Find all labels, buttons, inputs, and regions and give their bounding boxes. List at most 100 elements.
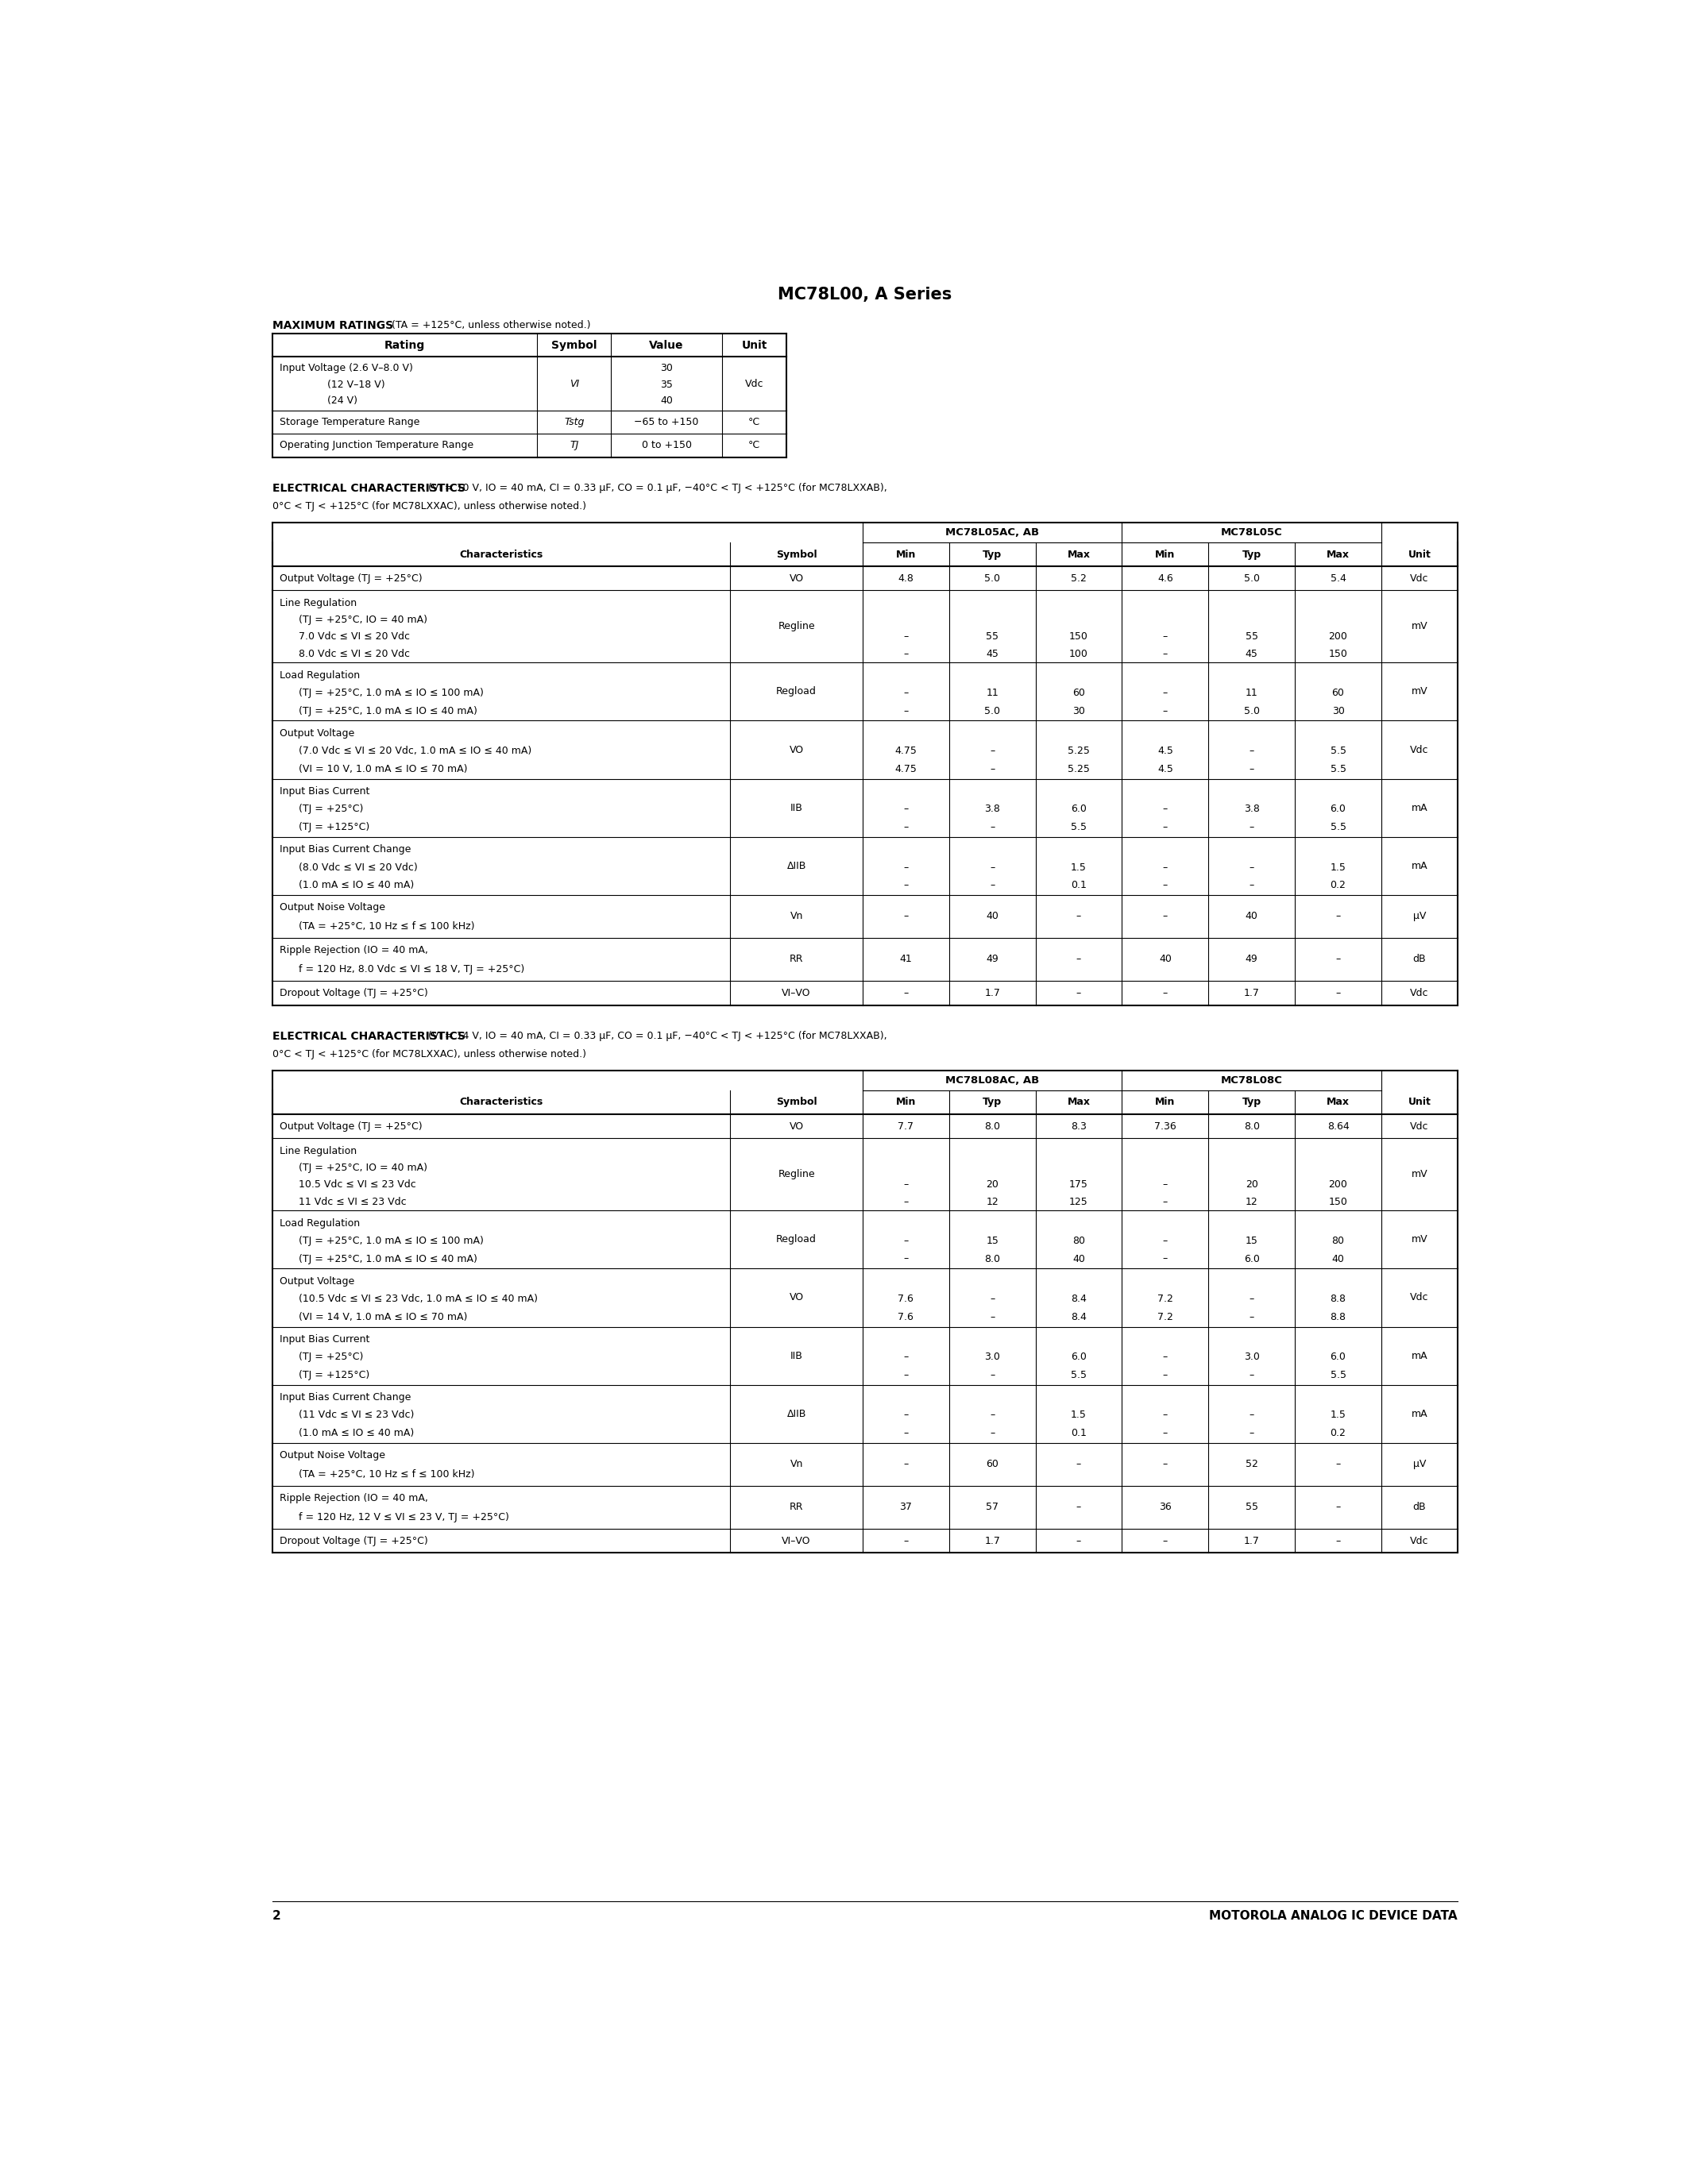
Text: 200: 200: [1328, 1179, 1347, 1190]
Text: (24 V): (24 V): [299, 395, 358, 406]
Text: 80: 80: [1332, 1236, 1344, 1247]
Text: 3.0: 3.0: [984, 1352, 1001, 1363]
Text: 5.25: 5.25: [1067, 764, 1090, 773]
Text: 5.5: 5.5: [1330, 821, 1345, 832]
Text: –: –: [903, 1254, 908, 1265]
Text: 8.0 Vdc ≤ VI ≤ 20 Vdc: 8.0 Vdc ≤ VI ≤ 20 Vdc: [292, 649, 410, 660]
Text: 40: 40: [1072, 1254, 1085, 1265]
Text: –: –: [1163, 1254, 1168, 1265]
Text: (TA = +125°C, unless otherwise noted.): (TA = +125°C, unless otherwise noted.): [388, 321, 591, 330]
Text: 1.7: 1.7: [984, 987, 1001, 998]
Text: –: –: [903, 863, 908, 871]
Text: Load Regulation: Load Regulation: [280, 670, 360, 679]
Text: Min: Min: [896, 1096, 917, 1107]
Text: Vdc: Vdc: [1409, 1293, 1428, 1304]
Text: (1.0 mA ≤ IO ≤ 40 mA): (1.0 mA ≤ IO ≤ 40 mA): [292, 1428, 414, 1439]
Text: (8.0 Vdc ≤ VI ≤ 20 Vdc): (8.0 Vdc ≤ VI ≤ 20 Vdc): [292, 863, 417, 871]
Text: (11 Vdc ≤ VI ≤ 23 Vdc): (11 Vdc ≤ VI ≤ 23 Vdc): [292, 1411, 414, 1420]
Text: –: –: [989, 1369, 994, 1380]
Text: –: –: [1163, 987, 1168, 998]
Text: –: –: [989, 747, 994, 756]
Text: 7.36: 7.36: [1155, 1120, 1177, 1131]
Text: 37: 37: [900, 1503, 912, 1511]
Text: μV: μV: [1413, 911, 1426, 922]
Text: –: –: [1163, 705, 1168, 716]
Text: f = 120 Hz, 8.0 Vdc ≤ VI ≤ 18 V, TJ = +25°C): f = 120 Hz, 8.0 Vdc ≤ VI ≤ 18 V, TJ = +2…: [292, 963, 525, 974]
Text: –: –: [1335, 1459, 1340, 1470]
Text: (10.5 Vdc ≤ VI ≤ 23 Vdc, 1.0 mA ≤ IO ≤ 40 mA): (10.5 Vdc ≤ VI ≤ 23 Vdc, 1.0 mA ≤ IO ≤ 4…: [292, 1293, 538, 1304]
Text: ΔIIB: ΔIIB: [787, 860, 807, 871]
Text: RR: RR: [790, 954, 803, 965]
Text: 49: 49: [1246, 954, 1258, 965]
Text: 6.0: 6.0: [1070, 1352, 1087, 1363]
Text: Input Voltage (2.6 V–8.0 V): Input Voltage (2.6 V–8.0 V): [280, 363, 414, 373]
Text: –: –: [1335, 1535, 1340, 1546]
Text: Ripple Rejection (IO = 40 mA,: Ripple Rejection (IO = 40 mA,: [280, 946, 429, 954]
Text: 200: 200: [1328, 631, 1347, 642]
Text: 8.4: 8.4: [1070, 1293, 1087, 1304]
Text: 2: 2: [272, 1911, 282, 1922]
Text: VO: VO: [790, 572, 803, 583]
Text: Dropout Voltage (TJ = +25°C): Dropout Voltage (TJ = +25°C): [280, 987, 429, 998]
Text: Typ: Typ: [982, 548, 1003, 559]
Text: 12: 12: [986, 1197, 999, 1208]
Text: –: –: [989, 1411, 994, 1420]
Text: –: –: [903, 1411, 908, 1420]
Text: 4.75: 4.75: [895, 764, 917, 773]
Text: –: –: [1249, 1411, 1254, 1420]
Text: –: –: [1163, 1459, 1168, 1470]
Text: 0°C < TJ < +125°C (for MC78LXXAC), unless otherwise noted.): 0°C < TJ < +125°C (for MC78LXXAC), unles…: [272, 500, 586, 511]
Text: 41: 41: [900, 954, 912, 965]
Text: 80: 80: [1072, 1236, 1085, 1247]
Text: 4.75: 4.75: [895, 747, 917, 756]
Text: TJ: TJ: [571, 441, 579, 450]
Text: Vdc: Vdc: [744, 378, 763, 389]
Text: Min: Min: [896, 548, 917, 559]
Text: MC78L08AC, AB: MC78L08AC, AB: [945, 1075, 1040, 1085]
Text: 57: 57: [986, 1503, 999, 1511]
Text: –: –: [903, 804, 908, 815]
Text: (TJ = +25°C, 1.0 mA ≤ IO ≤ 100 mA): (TJ = +25°C, 1.0 mA ≤ IO ≤ 100 mA): [292, 1236, 483, 1247]
Text: –: –: [903, 821, 908, 832]
Text: VO: VO: [790, 1293, 803, 1304]
Text: Dropout Voltage (TJ = +25°C): Dropout Voltage (TJ = +25°C): [280, 1535, 429, 1546]
Text: 7.2: 7.2: [1158, 1313, 1173, 1321]
Text: 0.1: 0.1: [1070, 1428, 1087, 1439]
Text: –: –: [903, 1352, 908, 1363]
Text: 55: 55: [1246, 1503, 1258, 1511]
Text: 15: 15: [1246, 1236, 1258, 1247]
Text: Max: Max: [1067, 1096, 1090, 1107]
Text: –: –: [903, 1459, 908, 1470]
Text: mV: mV: [1411, 622, 1428, 631]
Text: mV: mV: [1411, 1234, 1428, 1245]
Text: 6.0: 6.0: [1330, 1352, 1345, 1363]
Text: (VI = 14 V, 1.0 mA ≤ IO ≤ 70 mA): (VI = 14 V, 1.0 mA ≤ IO ≤ 70 mA): [292, 1313, 468, 1321]
Text: f = 120 Hz, 12 V ≤ VI ≤ 23 V, TJ = +25°C): f = 120 Hz, 12 V ≤ VI ≤ 23 V, TJ = +25°C…: [292, 1511, 510, 1522]
Text: (TA = +25°C, 10 Hz ≤ f ≤ 100 kHz): (TA = +25°C, 10 Hz ≤ f ≤ 100 kHz): [292, 922, 474, 933]
Text: –: –: [1249, 1313, 1254, 1321]
Text: 4.6: 4.6: [1158, 572, 1173, 583]
Text: (TJ = +25°C, IO = 40 mA): (TJ = +25°C, IO = 40 mA): [292, 614, 427, 625]
Text: –: –: [1163, 1197, 1168, 1208]
Text: Max: Max: [1327, 1096, 1350, 1107]
Text: 8.8: 8.8: [1330, 1293, 1345, 1304]
Text: IIB: IIB: [790, 804, 803, 812]
Text: Regload: Regload: [776, 686, 817, 697]
Text: 4.5: 4.5: [1158, 764, 1173, 773]
Text: –: –: [1335, 911, 1340, 922]
Text: mA: mA: [1411, 1409, 1428, 1420]
Text: Value: Value: [650, 341, 684, 352]
Text: mV: mV: [1411, 1168, 1428, 1179]
Text: –: –: [1077, 1535, 1082, 1546]
Text: RR: RR: [790, 1503, 803, 1511]
Text: 40: 40: [1246, 911, 1258, 922]
Text: –: –: [903, 880, 908, 891]
Text: mV: mV: [1411, 686, 1428, 697]
Text: –: –: [1163, 821, 1168, 832]
Text: –: –: [903, 1179, 908, 1190]
Text: –: –: [1077, 1459, 1082, 1470]
Text: –: –: [1163, 911, 1168, 922]
Text: Output Noise Voltage: Output Noise Voltage: [280, 1450, 385, 1461]
Text: –: –: [1163, 1428, 1168, 1439]
Text: 40: 40: [1160, 954, 1171, 965]
